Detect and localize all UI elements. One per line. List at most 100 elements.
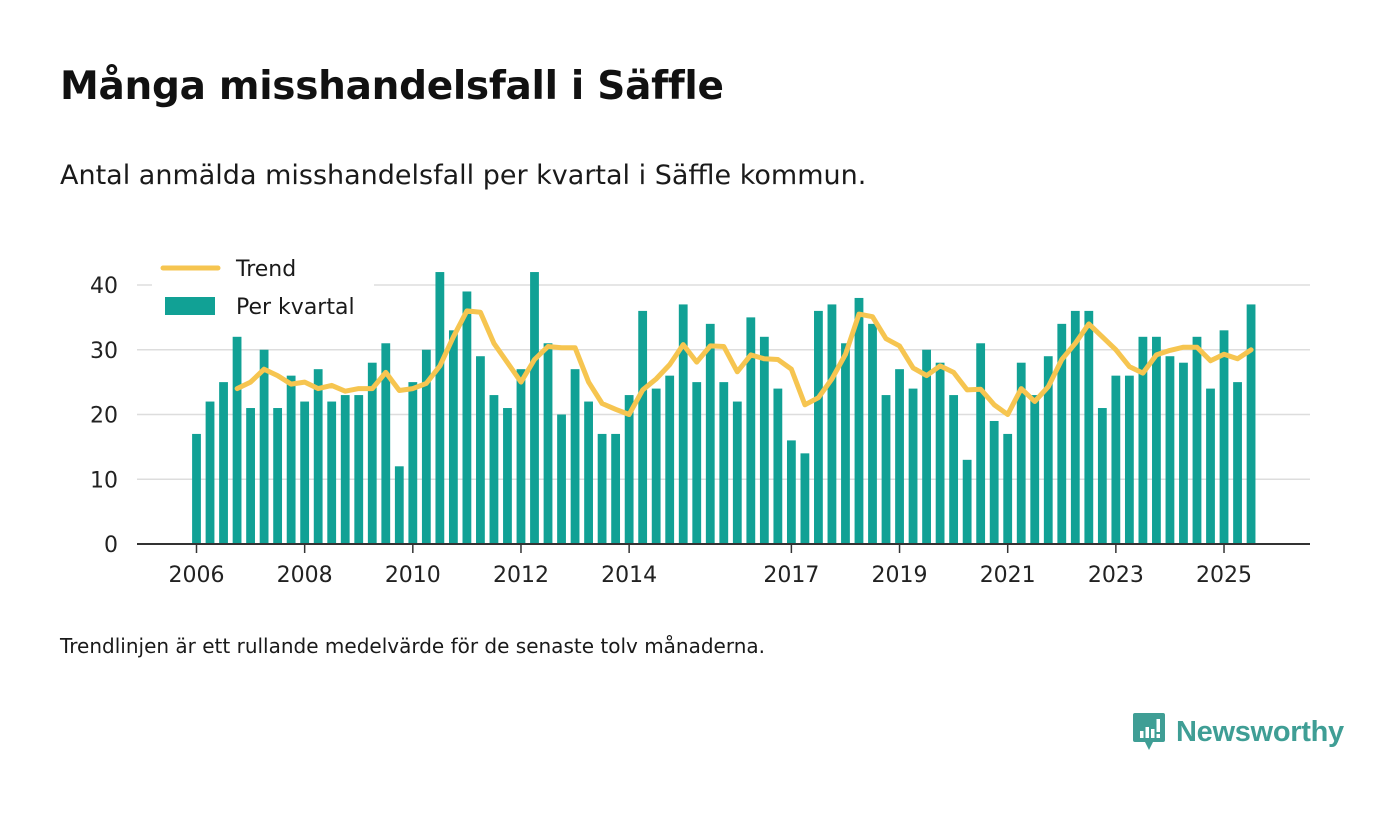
bar	[976, 343, 986, 544]
x-tick-label: 2012	[493, 563, 549, 588]
x-axis: 2006 2008 2010 2012 2014 2017 2019 2021 2023 2025	[137, 543, 1310, 588]
x-tick-label: 2025	[1196, 563, 1252, 588]
bar	[530, 272, 539, 544]
bar	[895, 369, 904, 544]
trend-series	[234, 308, 1254, 417]
bar	[1192, 336, 1202, 544]
bar	[354, 395, 364, 544]
bar	[273, 408, 283, 544]
bar	[1111, 375, 1121, 544]
bar	[692, 382, 702, 544]
bar	[1097, 408, 1107, 544]
bar	[232, 336, 242, 544]
bar	[814, 310, 823, 544]
trend-line	[234, 308, 1254, 417]
bar	[1219, 330, 1229, 544]
bar	[827, 304, 837, 544]
x-tick-label: 2017	[763, 563, 819, 588]
bar	[367, 362, 377, 544]
bar	[516, 369, 526, 544]
bar	[786, 440, 796, 544]
bar	[1246, 304, 1256, 544]
bar	[205, 401, 215, 544]
bar	[949, 395, 959, 544]
x-tick-label: 2008	[277, 563, 333, 588]
bar	[313, 369, 323, 544]
bar	[462, 291, 472, 544]
y-tick-label: 20	[90, 404, 118, 429]
bar	[327, 401, 337, 544]
bar	[1124, 375, 1134, 544]
bar	[881, 395, 891, 544]
bar	[922, 349, 931, 544]
chart-subtitle: Antal anmälda misshandelsfall per kvarta…	[60, 160, 867, 191]
x-tick-label: 2014	[601, 563, 657, 588]
bar	[1138, 336, 1148, 544]
y-tick-label: 30	[90, 339, 118, 364]
bar	[435, 272, 445, 544]
x-tick-label: 2021	[980, 563, 1036, 588]
brand-name[interactable]: Newsworthy	[1176, 715, 1344, 748]
x-tick-label: 2019	[872, 563, 928, 588]
bar	[448, 330, 458, 544]
bar	[394, 466, 404, 544]
bar	[192, 433, 201, 544]
bar	[841, 343, 850, 544]
bar	[570, 369, 580, 544]
bar	[408, 382, 418, 544]
legend-bar-swatch	[165, 297, 215, 315]
y-axis-ticks: 0 10 20 30 40	[90, 274, 118, 558]
bar	[1179, 362, 1188, 544]
bar	[476, 356, 485, 544]
bar	[651, 388, 661, 544]
bar	[1070, 310, 1080, 544]
bar	[665, 375, 675, 544]
bar	[1084, 310, 1094, 544]
bar	[1165, 356, 1175, 544]
x-tick-label: 2010	[385, 563, 441, 588]
brand-logo[interactable]: Newsworthy	[1132, 712, 1344, 752]
bar	[989, 420, 999, 544]
bar	[300, 401, 310, 544]
y-tick-label: 40	[90, 274, 118, 299]
bar	[908, 388, 918, 544]
footnote: Trendlinjen är ett rullande medelvärde f…	[60, 634, 766, 658]
bar	[286, 375, 296, 544]
bar	[854, 297, 864, 544]
bar	[624, 395, 634, 544]
newsworthy-logo-icon	[1133, 713, 1165, 750]
bar	[219, 382, 228, 544]
bar	[759, 336, 769, 544]
bar	[259, 349, 269, 544]
bar	[489, 395, 499, 544]
chart-title: Många misshandelsfall i Säffle	[60, 64, 724, 109]
bar	[935, 362, 945, 544]
bar	[503, 408, 512, 544]
bar	[1030, 395, 1040, 544]
bar	[1233, 382, 1242, 544]
bar	[597, 433, 607, 544]
y-tick-label: 0	[104, 533, 118, 558]
legend-trend-label: Trend	[235, 257, 296, 282]
bar	[1057, 323, 1067, 544]
bar	[421, 349, 431, 544]
bar	[611, 433, 621, 544]
bar	[1152, 336, 1161, 544]
bar	[340, 395, 350, 544]
bar	[732, 401, 742, 544]
x-tick-label: 2006	[169, 563, 225, 588]
bar	[719, 382, 729, 544]
bar	[381, 343, 391, 544]
y-tick-label: 10	[90, 468, 118, 493]
bar	[678, 304, 688, 544]
bar	[543, 343, 553, 544]
x-tick-label: 2023	[1088, 563, 1144, 588]
bar	[557, 414, 566, 544]
bar	[1003, 433, 1013, 544]
bar	[584, 401, 593, 544]
bar	[962, 459, 972, 544]
legend-bar-label: Per kvartal	[236, 295, 355, 320]
legend-background	[152, 252, 374, 328]
bar	[1043, 356, 1053, 544]
